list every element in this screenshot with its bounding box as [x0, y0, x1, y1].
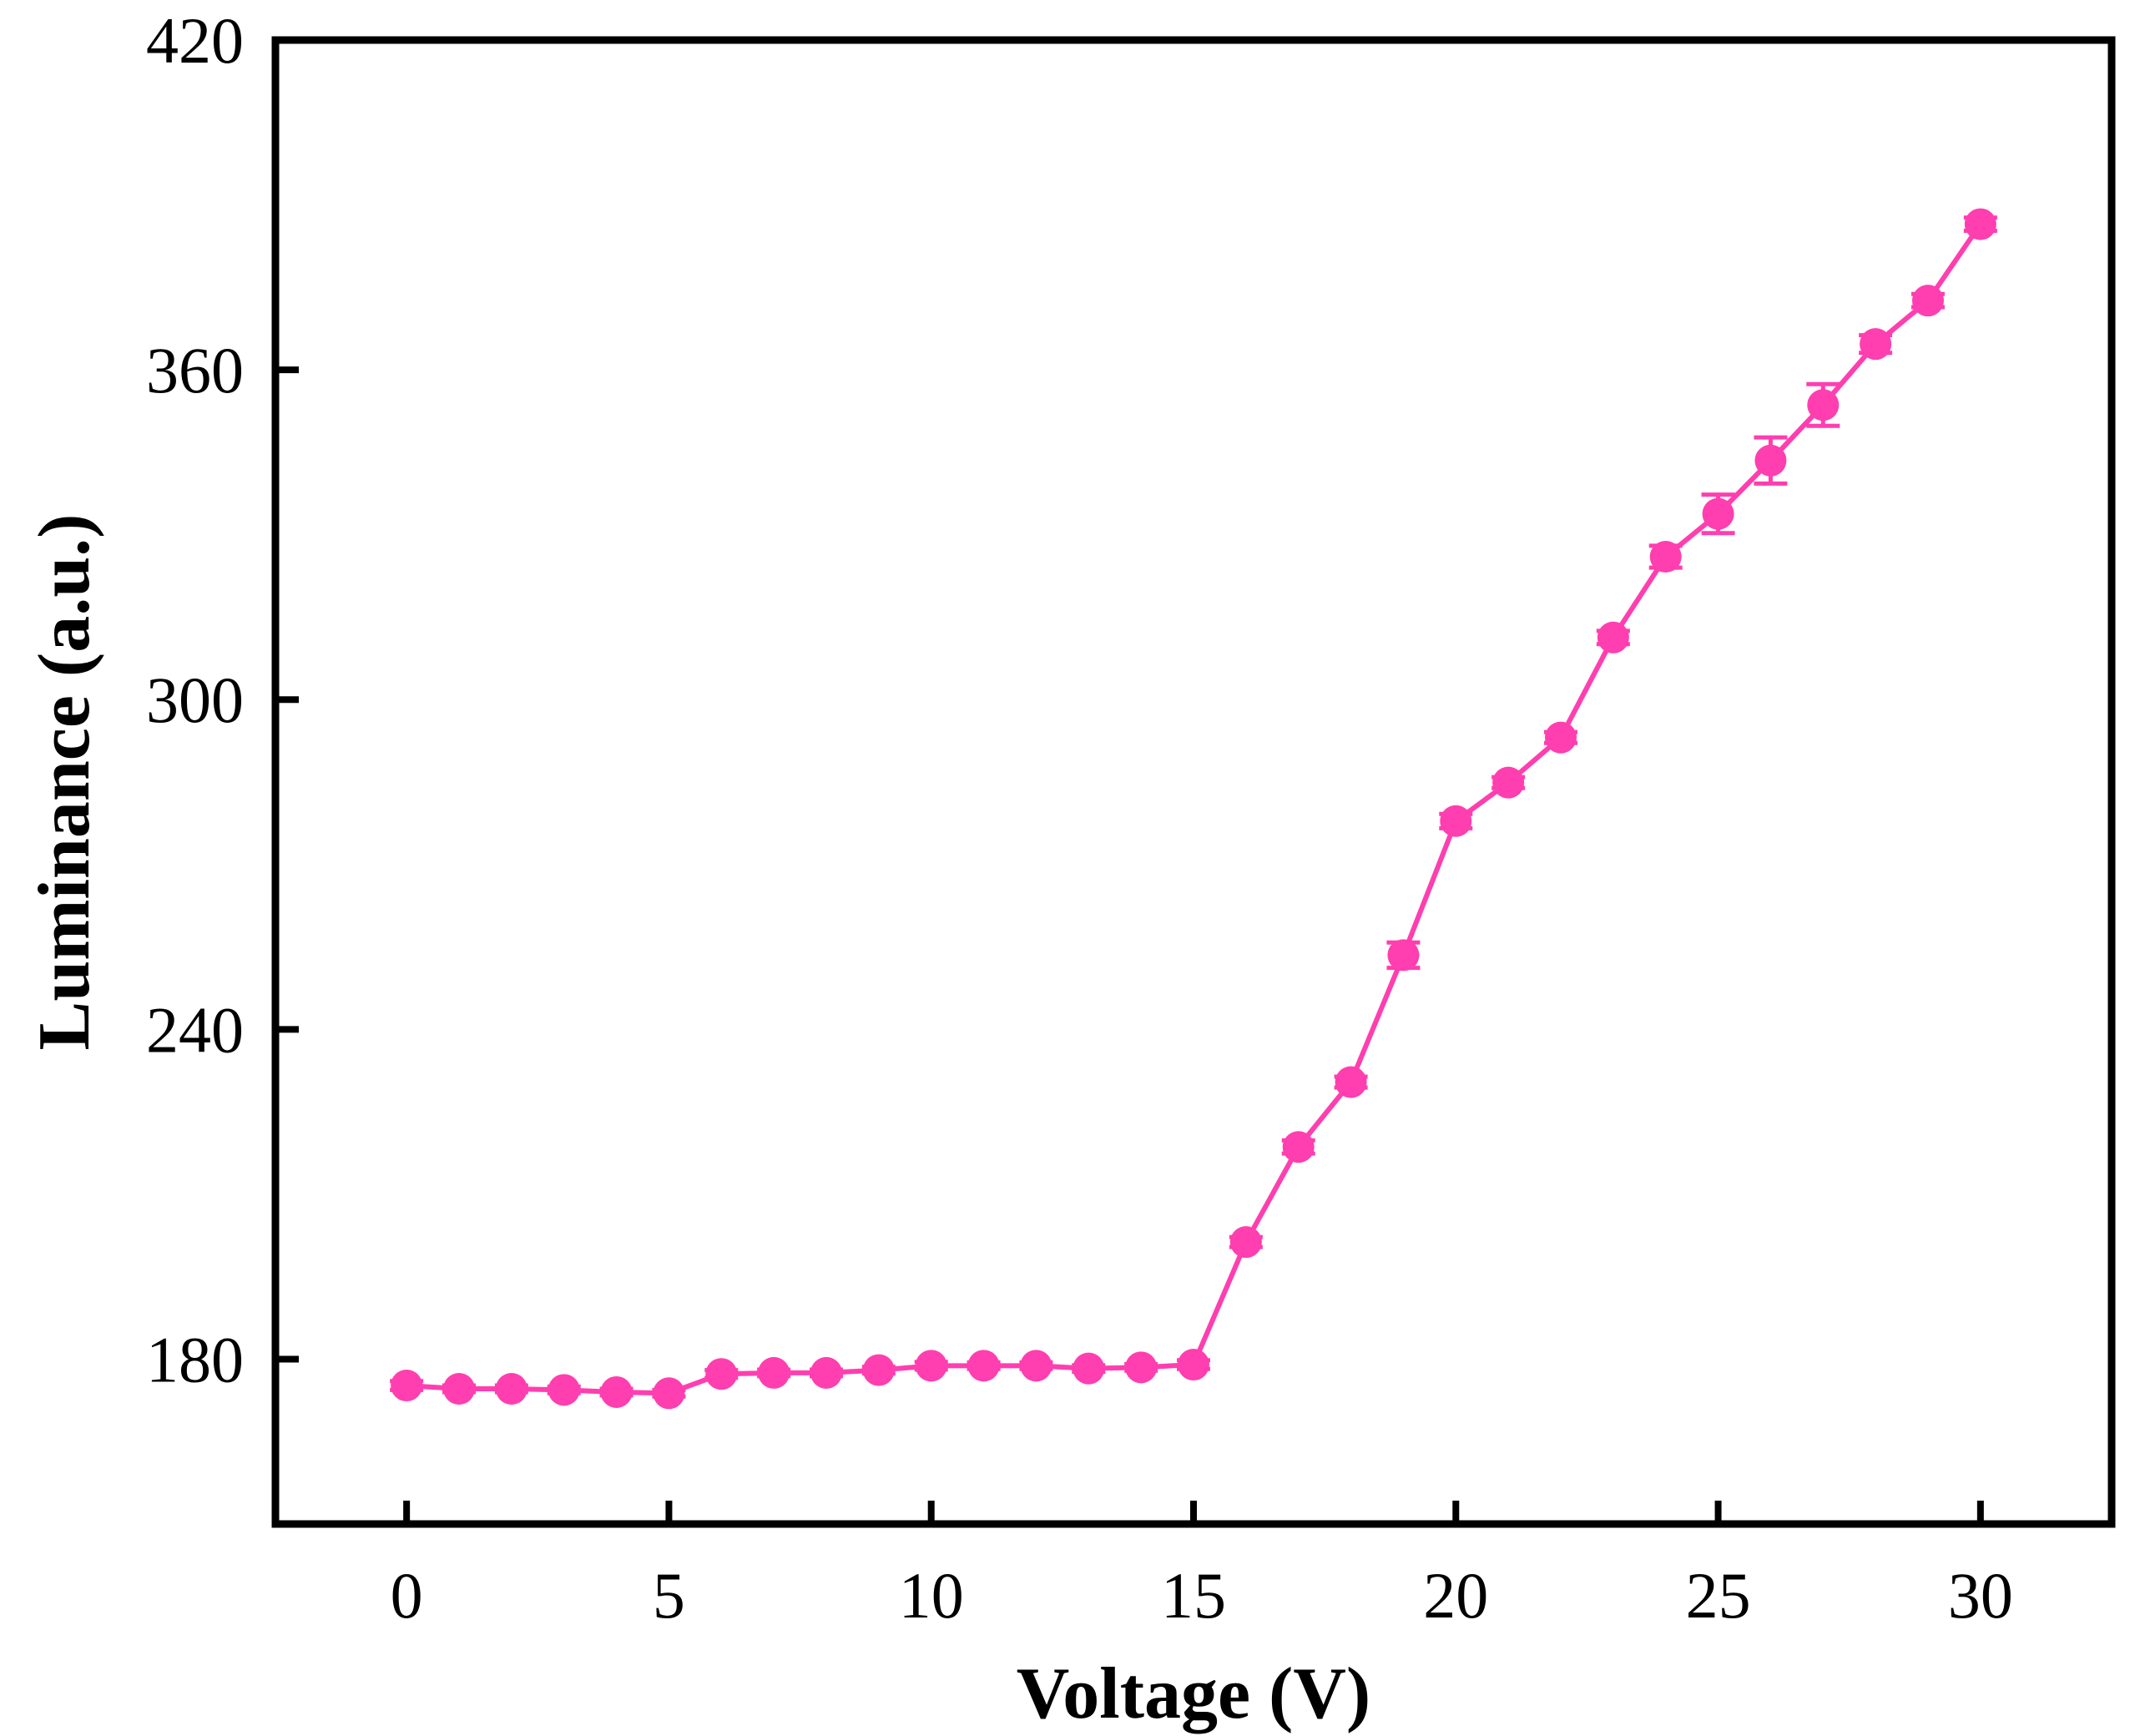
- x-tick-label: 30: [1948, 1559, 2013, 1632]
- y-tick-label: 420: [146, 4, 244, 77]
- data-point: [391, 1370, 423, 1402]
- data-point: [1964, 208, 1996, 240]
- x-tick-label: 20: [1423, 1559, 1488, 1632]
- data-point: [1178, 1349, 1209, 1381]
- plot-frame: [271, 36, 2116, 1528]
- data-point: [915, 1350, 947, 1382]
- data-point: [705, 1358, 738, 1390]
- x-tick-label: 25: [1686, 1559, 1751, 1632]
- data-point: [1649, 541, 1682, 573]
- data-point: [1807, 389, 1840, 421]
- data-point: [1229, 1226, 1262, 1259]
- y-tick-label: 240: [146, 993, 244, 1066]
- y-axis-title: Luminance (a.u.): [24, 514, 105, 1051]
- data-point: [1597, 621, 1629, 654]
- data-point: [810, 1356, 842, 1389]
- data-point: [758, 1356, 790, 1389]
- y-tick-label: 180: [146, 1323, 244, 1395]
- x-tick-label: 15: [1161, 1559, 1226, 1632]
- data-point: [1912, 285, 1944, 317]
- x-tick-label: 10: [899, 1559, 964, 1632]
- data-point: [1125, 1351, 1158, 1384]
- x-axis-title: Voltage (V): [1017, 1653, 1370, 1734]
- data-point: [1492, 766, 1525, 799]
- series-line: [406, 222, 1983, 1396]
- data-point: [548, 1374, 580, 1406]
- y-tick-label: 300: [146, 664, 244, 736]
- data-point: [495, 1373, 527, 1405]
- y-axis-ticks: 180 240 300 360 420: [146, 4, 299, 1395]
- data-point: [967, 1350, 1000, 1382]
- data-point: [600, 1375, 633, 1408]
- x-axis-ticks: 0 5 10 15 20 25 30: [391, 1501, 2013, 1632]
- data-point: [1860, 328, 1892, 361]
- data-point: [1335, 1066, 1367, 1098]
- x-tick-label: 0: [391, 1559, 423, 1632]
- data-point: [1073, 1352, 1105, 1385]
- data-point: [1754, 444, 1787, 477]
- data-point: [1282, 1131, 1315, 1163]
- data-point: [1020, 1350, 1052, 1382]
- x-tick-label: 5: [653, 1559, 685, 1632]
- data-point: [653, 1377, 685, 1410]
- data-series: [390, 208, 1997, 1410]
- data-point: [1440, 805, 1472, 837]
- data-point: [443, 1373, 475, 1405]
- data-point: [1545, 721, 1577, 754]
- data-point: [862, 1354, 895, 1386]
- data-point: [1702, 497, 1734, 530]
- y-tick-label: 360: [146, 334, 244, 406]
- data-point: [1387, 939, 1420, 971]
